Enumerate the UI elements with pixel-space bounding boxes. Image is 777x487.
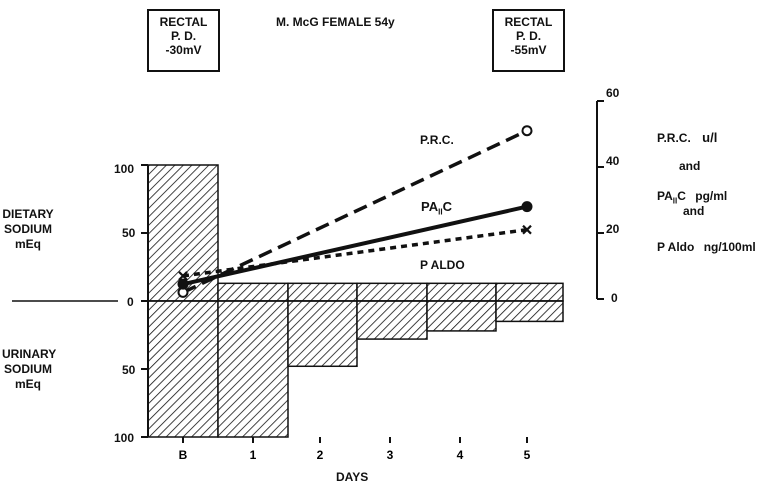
right-legend-prc-name: P.R.C. bbox=[657, 131, 691, 145]
left-tick-100-top: 100 bbox=[114, 162, 135, 176]
dietary-sodium-line3: mEq bbox=[14, 237, 41, 251]
marker-filled-circle bbox=[521, 201, 533, 213]
right-tick-40: 40 bbox=[606, 154, 620, 168]
dietary-sodium-line1: DIETARY bbox=[2, 207, 54, 221]
series-line-1 bbox=[182, 204, 528, 287]
dietary-bar-4 bbox=[426, 282, 497, 302]
right-legend-pa-unit: pg/ml bbox=[695, 189, 728, 203]
dietary-bar-2 bbox=[287, 282, 358, 302]
x-tick-label-3: 3 bbox=[387, 448, 394, 462]
x-axis-title: DAYS bbox=[336, 470, 369, 484]
rectal-pd-box-right: RECTAL P. D. -55mV bbox=[492, 9, 565, 72]
right-legend-and-1: and bbox=[679, 159, 701, 173]
rectal-pd-box-left: RECTAL P. D. -30mV bbox=[147, 9, 220, 72]
urinary-bar-2 bbox=[287, 300, 358, 368]
x-tick-label-2: 2 bbox=[317, 448, 324, 462]
x-tick-label-5: 5 bbox=[524, 448, 531, 462]
left-tick-0: 0 bbox=[127, 295, 134, 309]
dietary-sodium-line2: SODIUM bbox=[4, 222, 52, 236]
series-label-pa-name: PA bbox=[421, 199, 439, 214]
rectal-pd-right-line2: P. D. bbox=[515, 29, 542, 43]
right-tick-60: 60 bbox=[606, 86, 620, 100]
axes-layer: B 1 2 3 4 5 bbox=[12, 100, 604, 462]
marker-open-circle bbox=[521, 125, 533, 137]
dietary-bar-1 bbox=[217, 282, 289, 302]
urinary-sodium-line3: mEq bbox=[14, 377, 41, 391]
series-label-pa-sub: II bbox=[438, 207, 443, 217]
rectal-pd-right-line1: RECTAL bbox=[504, 15, 553, 29]
urinary-sodium-label: URINARY SODIUM mEq bbox=[2, 347, 57, 392]
urinary-bar-B bbox=[147, 300, 219, 438]
urinary-bar-1 bbox=[217, 300, 289, 438]
rectal-pd-right-line3: -55mV bbox=[510, 43, 547, 57]
series-line-0 bbox=[182, 129, 528, 294]
urinary-sodium-line1: URINARY bbox=[2, 347, 57, 361]
urinary-sodium-line2: SODIUM bbox=[4, 362, 52, 376]
right-legend-pa: PAIIC pg/ml bbox=[657, 189, 727, 208]
right-tick-0: 0 bbox=[611, 291, 618, 305]
right-legend-pa-c: C bbox=[677, 189, 686, 203]
x-tick-label-B: B bbox=[179, 448, 188, 462]
series-label-pa-c: C bbox=[442, 199, 452, 214]
right-legend-aldo-unit: ng/100ml bbox=[703, 240, 756, 254]
series-line-2 bbox=[182, 227, 528, 278]
dietary-bar-5 bbox=[495, 282, 564, 302]
left-tick-50-top: 50 bbox=[122, 226, 136, 240]
right-legend-and-2: and bbox=[683, 204, 705, 218]
rectal-pd-left-line2: P. D. bbox=[170, 29, 197, 43]
urinary-bar-4 bbox=[426, 300, 497, 332]
urinary-bar-3 bbox=[356, 300, 428, 340]
series-label-prc: P.R.C. bbox=[420, 133, 454, 147]
marker-filled-circle bbox=[177, 278, 189, 290]
right-legend-pa-sub: II bbox=[672, 196, 678, 206]
dietary-bar-3 bbox=[356, 282, 428, 302]
x-tick-label-1: 1 bbox=[250, 448, 257, 462]
chart-title: M. McG FEMALE 54y bbox=[276, 15, 395, 29]
marker-x bbox=[522, 224, 532, 235]
series-label-pa: PAIIC bbox=[421, 199, 452, 220]
bars-layer bbox=[147, 164, 564, 438]
urinary-bar-5 bbox=[495, 300, 564, 323]
right-legend-aldo: P Aldo ng/100ml bbox=[657, 240, 756, 255]
right-legend-pa-name: PA bbox=[657, 189, 673, 203]
right-tick-20: 20 bbox=[606, 222, 620, 236]
rectal-pd-left-line1: RECTAL bbox=[159, 15, 208, 29]
series-label-aldo: P ALDO bbox=[420, 258, 465, 272]
x-tick-label-4: 4 bbox=[457, 448, 464, 462]
left-tick-50-bottom: 50 bbox=[122, 363, 136, 377]
right-legend-prc: P.R.C. u/l bbox=[657, 130, 717, 146]
rectal-pd-left-line3: -30mV bbox=[165, 43, 202, 57]
marker-x bbox=[178, 271, 188, 281]
right-legend-prc-unit: u/l bbox=[702, 130, 718, 145]
lines-layer bbox=[177, 125, 533, 298]
dietary-sodium-label: DIETARY SODIUM mEq bbox=[2, 207, 54, 252]
left-tick-100-bottom: 100 bbox=[114, 431, 135, 445]
right-legend-aldo-name: P Aldo bbox=[657, 240, 695, 254]
